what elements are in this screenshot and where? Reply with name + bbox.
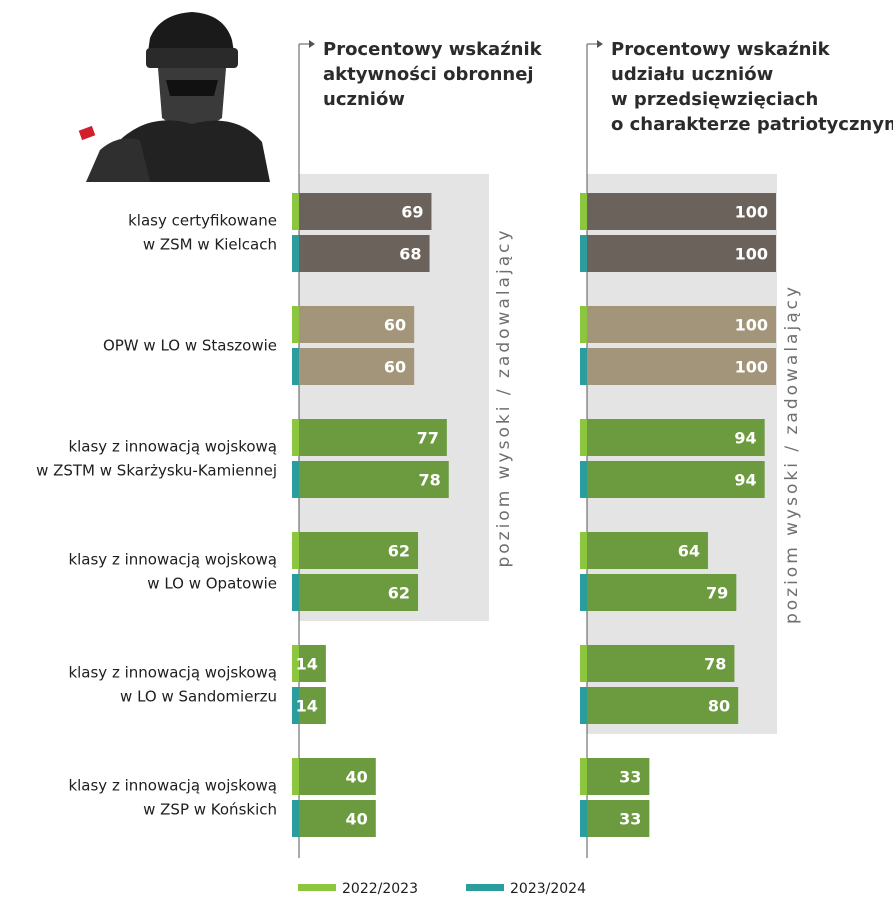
bar [299,193,432,230]
data-label: 62 [388,584,410,603]
data-label: 100 [735,316,768,335]
series-strip [580,193,587,230]
series-strip [292,645,299,682]
data-label: 40 [346,810,368,829]
bar [587,348,776,385]
bar [587,235,776,272]
legend-entry: 2023/2024 [510,881,586,897]
series-strip [292,574,299,611]
data-label: 94 [734,471,756,490]
data-label: 14 [296,697,318,716]
bar [299,348,415,385]
zone-label-1: poziom wysoki / zadowalający [494,227,514,567]
panel-title-1: Procentowy wskaźnik aktywności obronnej uc… [323,39,543,110]
bar [587,419,765,456]
data-label: 40 [346,768,368,787]
series-strip [580,419,587,456]
bar [587,800,650,837]
data-label: 60 [384,316,406,335]
data-label: 100 [735,358,768,377]
bar [587,645,735,682]
data-label: 100 [735,203,768,222]
bar [587,758,650,795]
series-strip [292,532,299,569]
series-strip [292,800,299,837]
category-label: klasy z innowacją wojskową w LO w Opatowi… [68,551,277,593]
series-strip [580,348,587,385]
data-label: 79 [706,584,728,603]
zone-label-2: poziom wysoki / zadowalający [782,284,802,624]
series-strip [580,645,587,682]
series-strip [292,235,299,272]
bar [587,461,765,498]
category-label: klasy certyfikowane w ZSM w Kielcach [128,212,277,254]
legend-swatch [298,884,336,891]
soldier-portrait-icon [78,12,270,182]
bar [299,574,419,611]
data-label: 62 [388,542,410,561]
data-label: 94 [734,429,756,448]
series-strip [580,306,587,343]
bar [299,800,376,837]
series-strip [580,800,587,837]
bar [587,193,776,230]
data-label: 69 [401,203,423,222]
series-strip [580,758,587,795]
bar [299,235,430,272]
bar [299,758,376,795]
bar [587,574,737,611]
series-strip [580,574,587,611]
data-label: 14 [296,655,318,674]
bar [299,419,447,456]
bar [299,645,326,682]
series-strip [292,348,299,385]
category-label: klasy z innowacją wojskową w ZSTM w Skarż… [36,438,277,480]
series-strip [292,687,299,724]
data-label: 33 [619,768,641,787]
axis-arrow-icon-2 [597,40,603,48]
series-strip [292,758,299,795]
panel-title-2: Procentowy wskaźnik udziału uczniów w prze… [611,39,893,135]
data-label: 100 [735,245,768,264]
category-label: OPW w LO w Staszowie [103,337,277,355]
legend-swatch [466,884,504,891]
data-label: 80 [708,697,730,716]
series-strip [292,193,299,230]
bar [299,306,415,343]
series-strip [292,419,299,456]
bar [299,687,326,724]
data-label: 64 [678,542,700,561]
series-strip [580,235,587,272]
legend-entry: 2022/2023 [342,881,418,897]
bar [299,461,449,498]
series-strip [292,461,299,498]
bar [587,687,739,724]
series-strip [580,687,587,724]
data-label: 78 [418,471,440,490]
data-label: 60 [384,358,406,377]
data-label: 33 [619,810,641,829]
series-strip [580,532,587,569]
bar [299,532,419,569]
axis-arrow-icon-1 [309,40,315,48]
category-label: klasy z innowacją wojskową w LO w Sandomi… [68,664,277,706]
data-label: 68 [399,245,421,264]
data-label: 78 [704,655,726,674]
category-label: klasy z innowacją wojskową w ZSP w Koński… [68,777,277,819]
series-strip [580,461,587,498]
series-strip [292,306,299,343]
bar [587,532,708,569]
bar [587,306,776,343]
data-label: 77 [417,429,439,448]
